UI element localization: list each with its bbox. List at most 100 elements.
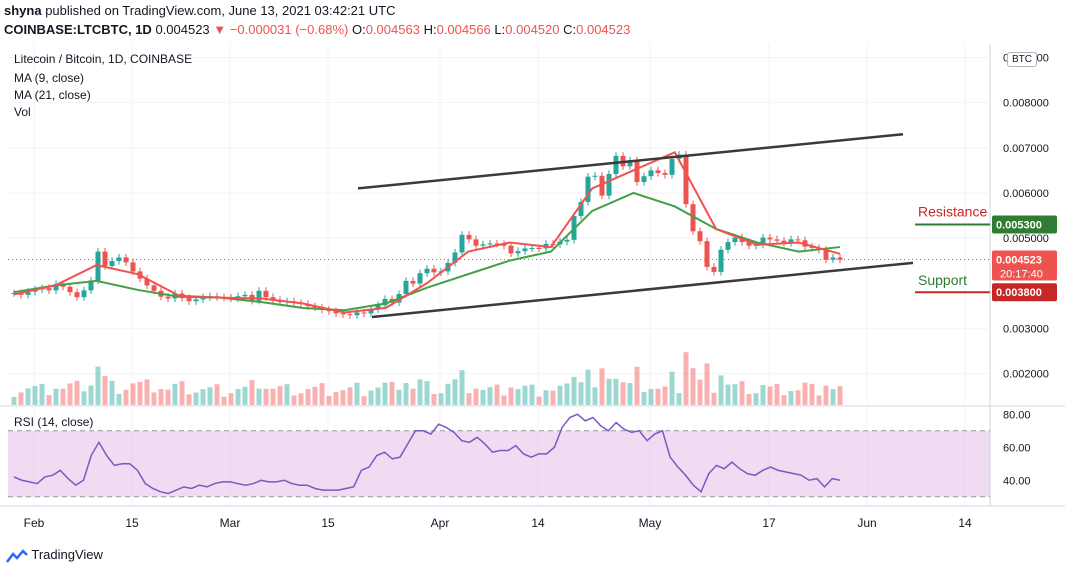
volume-bar: [200, 389, 206, 405]
vol-legend[interactable]: Vol: [14, 105, 31, 119]
volume-bar: [718, 375, 724, 405]
candle-body: [809, 246, 815, 248]
candle-body: [347, 314, 353, 316]
candle-body: [494, 243, 500, 245]
volume-bar: [480, 389, 486, 405]
ma9-legend[interactable]: MA (9, close): [14, 71, 85, 85]
volume-bar: [18, 392, 24, 405]
time-tick-label: May: [639, 516, 662, 530]
rsi-tick-label: 40.00: [1003, 475, 1031, 487]
volume-bar: [571, 376, 577, 405]
volume-bar: [494, 384, 500, 405]
volume-bar: [305, 389, 311, 405]
volume-bar: [74, 380, 80, 405]
rsi-band: [8, 430, 990, 497]
volume-bar: [515, 389, 521, 405]
volume-bar: [193, 392, 199, 405]
candle-body: [270, 297, 276, 300]
candle-body: [697, 231, 703, 242]
candle-body: [774, 239, 780, 241]
last-price: 0.004523: [155, 22, 210, 37]
candle-body: [536, 247, 542, 249]
candle-body: [592, 175, 598, 177]
volume-bar: [767, 386, 773, 405]
candle-body: [200, 297, 206, 300]
volume-bar: [60, 388, 66, 405]
price-tick-label: 0.008000: [1003, 98, 1049, 110]
rsi-legend[interactable]: RSI (14, close): [14, 415, 94, 429]
candle-body: [781, 240, 787, 244]
resistance-price-tag: 0.005300: [996, 220, 1042, 232]
tradingview-logo[interactable]: TradingView: [6, 547, 103, 563]
candle-body: [452, 252, 458, 263]
candle-body: [837, 257, 843, 260]
volume-bar: [144, 379, 150, 405]
support-label: Support: [918, 272, 967, 288]
candle-body: [354, 312, 360, 316]
candle-body: [501, 243, 507, 246]
candle-body: [74, 292, 80, 298]
volume-bar: [578, 382, 584, 405]
volume-bar: [46, 395, 52, 405]
chart-area[interactable]: 0.0090000.0080000.0070000.0060000.005000…: [0, 44, 1065, 542]
volume-bar: [676, 393, 682, 405]
candle-body: [760, 237, 766, 245]
ohlc-row: COINBASE:LTCBTC, 1D 0.004523 ▼ −0.000031…: [4, 21, 630, 39]
rsi-tick-label: 60.00: [1003, 442, 1031, 454]
footer: TradingView: [0, 542, 1065, 573]
candle-body: [767, 237, 773, 240]
volume-bar: [536, 396, 542, 405]
candle-body: [718, 249, 724, 272]
current-price-tag-bg: [992, 250, 1057, 281]
candle-body: [25, 291, 31, 295]
low-value: 0.004520: [505, 22, 560, 37]
candle-body: [144, 278, 150, 286]
currency-badge[interactable]: BTC: [1007, 52, 1037, 67]
close-value: 0.004523: [576, 22, 631, 37]
volume-bar: [466, 393, 472, 405]
volume-bar: [690, 368, 696, 405]
time-tick-label: 14: [958, 516, 972, 530]
price-tick-label: 0.005000: [1003, 233, 1049, 245]
volume-bar: [116, 393, 122, 405]
volume-bar: [382, 382, 388, 405]
volume-bar: [151, 392, 157, 405]
volume-bar: [88, 385, 94, 405]
candle-body: [613, 155, 619, 174]
volume-bar: [11, 397, 17, 405]
time-tick-label: Mar: [220, 516, 241, 530]
volume-bar: [158, 389, 164, 405]
volume-bar: [312, 386, 318, 405]
volume-bar: [130, 383, 136, 405]
volume-bar: [662, 386, 668, 405]
volume-bar: [25, 388, 31, 405]
chart-svg[interactable]: 0.0090000.0080000.0070000.0060000.005000…: [0, 44, 1065, 542]
close-label: C:: [563, 22, 577, 37]
candle-body: [326, 309, 332, 312]
support-price-tag-bg: [992, 283, 1057, 302]
volume-bar: [543, 390, 549, 405]
volume-bar: [508, 387, 514, 405]
open-label: O:: [351, 22, 366, 37]
candle-body: [67, 286, 73, 293]
candle-body: [424, 268, 430, 274]
candle-body: [151, 285, 157, 291]
low-label: L:: [494, 22, 506, 37]
volume-bar: [452, 379, 458, 405]
volume-bar: [165, 389, 171, 405]
volume-bar: [347, 387, 353, 405]
time-tick-label: 15: [125, 516, 139, 530]
ma9-line: [13, 151, 841, 314]
author-name[interactable]: shyna: [4, 3, 42, 18]
price-tick-label: 0.002000: [1003, 368, 1049, 380]
ma21-legend[interactable]: MA (21, close): [14, 88, 91, 102]
candle-body: [193, 299, 199, 302]
chart-title: Litecoin / Bitcoin, 1D, COINBASE: [14, 52, 193, 66]
volume-bar: [102, 375, 108, 405]
price-tick-label: 0.006000: [1003, 188, 1049, 200]
candle-body: [459, 234, 465, 253]
candle-body: [102, 251, 108, 267]
volume-bar: [641, 392, 647, 405]
open-value: 0.004563: [365, 22, 420, 37]
volume-bar: [249, 380, 255, 405]
